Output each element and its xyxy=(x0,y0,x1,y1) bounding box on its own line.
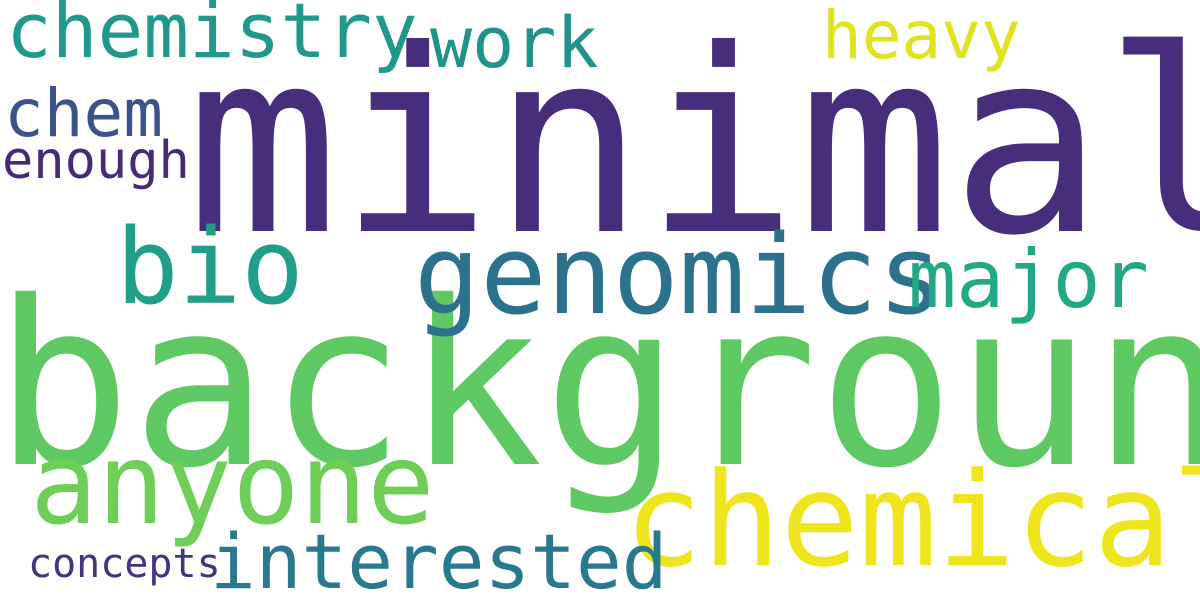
word-chem: chem xyxy=(4,75,163,152)
word-work: work xyxy=(430,2,599,84)
word-concepts: concepts xyxy=(28,541,221,587)
word-major: major xyxy=(908,233,1149,326)
word-anyone: anyone xyxy=(30,420,435,550)
word-genomics: genomics xyxy=(414,211,944,339)
word-interested: interested xyxy=(210,517,668,600)
word-minimal: minimal xyxy=(186,0,1200,291)
word-chemical: chemical xyxy=(624,444,1200,596)
word-enough: enough xyxy=(2,131,190,191)
word-background: background xyxy=(0,252,1200,518)
word-heavy: heavy xyxy=(822,0,1021,74)
word-chemistry: chemistry xyxy=(6,0,418,75)
word-bio: bio xyxy=(116,206,304,328)
